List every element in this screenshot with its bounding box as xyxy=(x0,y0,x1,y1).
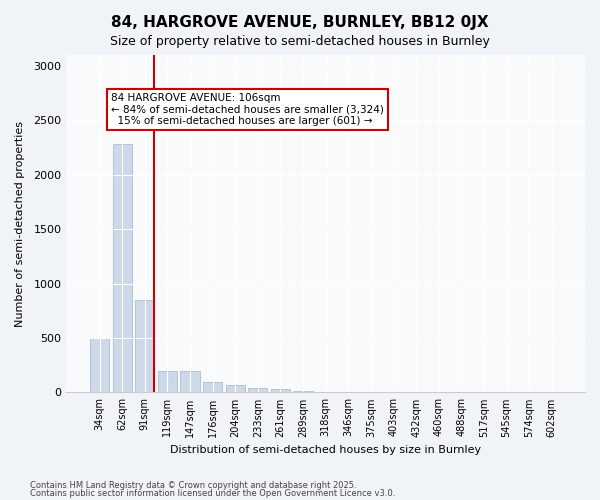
Y-axis label: Number of semi-detached properties: Number of semi-detached properties xyxy=(15,120,25,326)
Bar xyxy=(158,370,177,392)
Bar xyxy=(90,338,109,392)
Bar xyxy=(226,385,245,392)
Text: 84 HARGROVE AVENUE: 106sqm
← 84% of semi-detached houses are smaller (3,324)
  1: 84 HARGROVE AVENUE: 106sqm ← 84% of semi… xyxy=(111,93,383,126)
Bar xyxy=(113,144,132,392)
Text: Size of property relative to semi-detached houses in Burnley: Size of property relative to semi-detach… xyxy=(110,35,490,48)
Text: Contains public sector information licensed under the Open Government Licence v3: Contains public sector information licen… xyxy=(30,488,395,498)
Bar xyxy=(271,389,290,392)
X-axis label: Distribution of semi-detached houses by size in Burnley: Distribution of semi-detached houses by … xyxy=(170,445,481,455)
Text: Contains HM Land Registry data © Crown copyright and database right 2025.: Contains HM Land Registry data © Crown c… xyxy=(30,481,356,490)
Text: 84, HARGROVE AVENUE, BURNLEY, BB12 0JX: 84, HARGROVE AVENUE, BURNLEY, BB12 0JX xyxy=(111,15,489,30)
Bar xyxy=(203,382,222,392)
Bar xyxy=(135,300,154,392)
Bar xyxy=(181,371,200,392)
Bar xyxy=(248,388,268,392)
